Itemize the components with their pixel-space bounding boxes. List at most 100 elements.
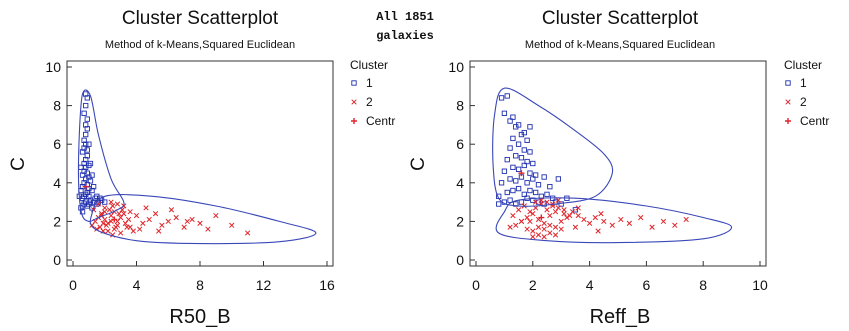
cluster-1-point <box>79 209 86 215</box>
cluster-2-point <box>598 211 604 217</box>
scatter-points <box>76 91 251 238</box>
centroid-marker <box>518 170 525 177</box>
cluster-2-point <box>110 203 116 209</box>
y-tick-label: 10 <box>448 59 464 75</box>
cluster-2-point <box>146 216 152 223</box>
legend-entries: 1 2 Centr <box>785 76 829 128</box>
cluster-2-point <box>168 207 175 213</box>
x-tick-label: 0 <box>472 277 480 293</box>
cluster-1-point <box>535 182 542 188</box>
cluster-ellipses <box>77 89 317 245</box>
header-note-line1: All 1851 <box>376 10 434 24</box>
cluster-1-point <box>507 118 513 124</box>
y-tick-label: 2 <box>53 213 61 229</box>
cluster-2-point <box>181 224 187 230</box>
cluster-1-point <box>518 155 525 161</box>
y-tick-label: 0 <box>53 252 61 268</box>
legend-label: 2 <box>366 95 373 109</box>
x-tick-label: 8 <box>699 277 707 293</box>
chart-subtitle: Method of k-Means,Squared Euclidean <box>105 39 295 51</box>
cluster-1-point <box>87 160 94 167</box>
cluster-1-point <box>527 170 533 176</box>
cluster-2-point <box>683 216 689 223</box>
cluster-1-point <box>513 178 519 184</box>
cluster-1-point <box>84 153 90 159</box>
cluster-2-point <box>518 218 525 225</box>
x-tick-label: 4 <box>133 277 141 293</box>
chart-title: Cluster Scatterplot <box>542 8 699 29</box>
cluster-2-point <box>586 220 593 226</box>
cluster-2-point <box>524 226 530 232</box>
cluster-2-point <box>114 222 121 228</box>
cluster-1-point <box>501 168 508 174</box>
cluster-2-point <box>156 228 162 234</box>
cluster-2-point <box>649 224 655 230</box>
cluster-2-point <box>532 199 539 205</box>
cluster-1-point <box>541 174 547 180</box>
legend-marker <box>785 99 791 105</box>
cluster-2-point <box>137 226 143 232</box>
cluster-1-point <box>501 110 508 116</box>
cluster-2-point <box>561 207 567 213</box>
plot-frame <box>66 60 334 267</box>
cluster-1-point <box>510 164 516 171</box>
y-tick-label: 10 <box>45 59 61 75</box>
centroid-marker <box>538 214 545 221</box>
x-tick-label: 16 <box>319 277 335 293</box>
cluster-2-point <box>672 222 678 228</box>
cluster-2-point <box>105 228 111 234</box>
cluster-2-point <box>530 211 536 217</box>
cluster-2-point <box>530 228 536 234</box>
cluster-1-point <box>507 176 513 182</box>
x-tick-label: 4 <box>586 277 594 293</box>
cluster-2-point <box>541 234 547 240</box>
cluster-1-point <box>498 180 505 186</box>
cluster-1-point <box>507 145 513 151</box>
cluster-1-point <box>510 114 516 120</box>
cluster-1-point <box>524 137 530 143</box>
cluster-2-point <box>513 222 519 228</box>
cluster-2-point <box>159 222 165 228</box>
cluster-2-point <box>102 205 108 211</box>
cluster-1-point <box>524 180 530 186</box>
cluster-2-point <box>552 224 559 230</box>
cluster-2-point <box>535 232 542 238</box>
cluster-1-point <box>87 178 94 184</box>
cluster-2-point <box>125 216 132 223</box>
cluster-1-point <box>507 197 513 203</box>
cluster-1-point <box>515 166 522 172</box>
cluster-1-point <box>86 141 92 147</box>
cluster-1-point <box>86 193 92 199</box>
cluster-2-point <box>547 222 553 228</box>
cluster-1-point <box>538 193 544 199</box>
cluster-2-point <box>165 218 171 225</box>
legend-title: Cluster <box>350 58 388 72</box>
cluster-2-point <box>103 222 109 228</box>
cluster-2-point <box>544 199 550 205</box>
x-axis: 0 2 4 6 8 10 <box>472 261 768 293</box>
cluster-1-point <box>555 176 562 182</box>
cluster-1-point <box>515 141 522 147</box>
legend: Cluster 1 2 Centr <box>350 58 395 128</box>
cluster-1-point <box>515 122 522 128</box>
cluster-2-point <box>229 222 235 228</box>
right-scatterplot: Cluster Scatterplot Method of k-Means,Sq… <box>408 8 829 328</box>
y-tick-label: 8 <box>53 98 61 114</box>
cluster-1-point <box>504 93 510 99</box>
cluster-1-point <box>544 191 550 198</box>
cluster-1-point <box>89 187 95 194</box>
legend-label: Centr <box>366 114 395 128</box>
cluster-2-point <box>95 201 102 207</box>
cluster-2-point <box>530 234 536 240</box>
legend-marker <box>785 118 791 124</box>
plot-frame <box>469 60 767 267</box>
cluster-2-point <box>127 224 133 230</box>
cluster-1-point <box>515 185 522 192</box>
cluster-2-point <box>102 209 108 215</box>
cluster-1-point <box>527 149 533 155</box>
cluster-2-point <box>100 220 106 226</box>
x-tick-label: 12 <box>256 277 272 293</box>
header-note-line2: galaxies <box>376 29 434 43</box>
x-tick-label: 0 <box>69 277 77 293</box>
cluster-2-point <box>595 228 601 234</box>
